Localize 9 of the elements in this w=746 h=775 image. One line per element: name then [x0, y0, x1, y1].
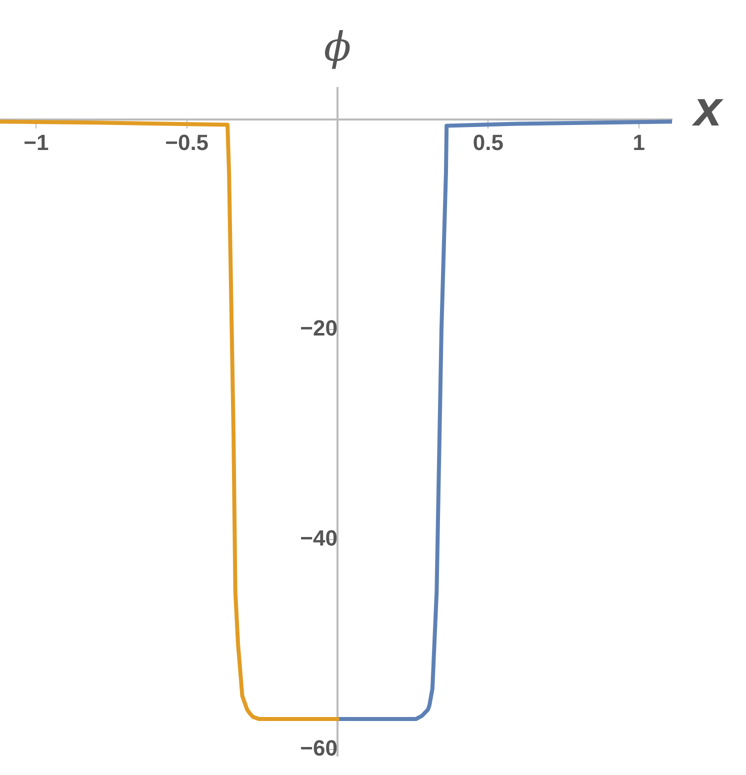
- y-tick-label: −60: [300, 736, 338, 761]
- x-tick-label: −1: [24, 130, 49, 155]
- y-tick-label: −40: [300, 526, 338, 551]
- x-axis-title: x: [691, 80, 724, 136]
- x-tick-label: 0.5: [472, 130, 504, 155]
- x-tick-label: 1: [632, 130, 645, 155]
- y-axis-title: ϕ: [324, 24, 352, 70]
- y-tick-label: −20: [300, 316, 338, 341]
- x-tick-label: −0.5: [165, 130, 209, 155]
